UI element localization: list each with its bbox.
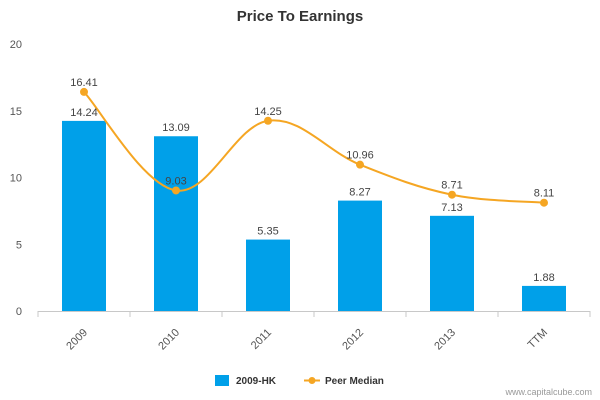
x-tick-label: TTM [526, 327, 550, 351]
x-tick-label: 2013 [432, 327, 458, 353]
line-data-label: 10.96 [346, 150, 374, 162]
y-tick-label: 15 [10, 106, 22, 118]
bar-data-label: 5.35 [257, 226, 278, 238]
line-data-label: 14.25 [254, 106, 282, 118]
bar [430, 215, 474, 311]
line-data-label: 8.11 [534, 188, 555, 200]
legend-bar-label: 2009-HK [236, 376, 277, 387]
bar-data-label: 1.88 [533, 272, 554, 284]
y-tick-label: 20 [10, 39, 22, 51]
line-data-label: 8.71 [441, 180, 462, 192]
peer-median-point [80, 87, 88, 96]
legend-line-dot [308, 377, 316, 384]
peer-median-point [356, 160, 364, 169]
line-data-label: 9.03 [165, 175, 186, 187]
legend: 2009-HK Peer Median [215, 375, 384, 387]
peer-median-point [448, 190, 456, 199]
watermark: www.capitalcube.com [504, 387, 592, 397]
chart-title: Price To Earnings [237, 8, 363, 25]
bar [246, 239, 290, 311]
data-labels: 14.24 13.09 5.35 8.27 7.13 1.88 16.41 9.03 14.25… [70, 77, 554, 284]
bar [62, 120, 106, 312]
bar-series [62, 120, 566, 312]
bar-data-label: 7.13 [441, 202, 462, 214]
bar [522, 285, 566, 311]
bar [154, 136, 198, 311]
legend-bar-swatch [215, 375, 229, 386]
bar-data-label: 14.24 [70, 107, 98, 119]
x-tick-label: 2009 [64, 327, 90, 353]
x-tick-label: 2012 [340, 327, 366, 353]
peer-median-point [172, 186, 180, 195]
y-tick-label: 10 [10, 173, 22, 185]
bar-data-label: 13.09 [162, 122, 190, 134]
line-series [80, 87, 548, 207]
y-tick-label: 0 [16, 306, 22, 318]
peer-median-point [540, 198, 548, 207]
x-tick-label: 2011 [249, 327, 274, 352]
legend-line-label: Peer Median [325, 376, 384, 387]
bar [338, 200, 382, 311]
peer-median-point [264, 116, 272, 125]
bar-data-label: 8.27 [349, 187, 370, 199]
y-tick-label: 5 [16, 239, 22, 251]
x-tick-label: 2010 [156, 327, 182, 353]
line-data-label: 16.41 [70, 77, 98, 89]
peer-median-line [83, 91, 545, 204]
